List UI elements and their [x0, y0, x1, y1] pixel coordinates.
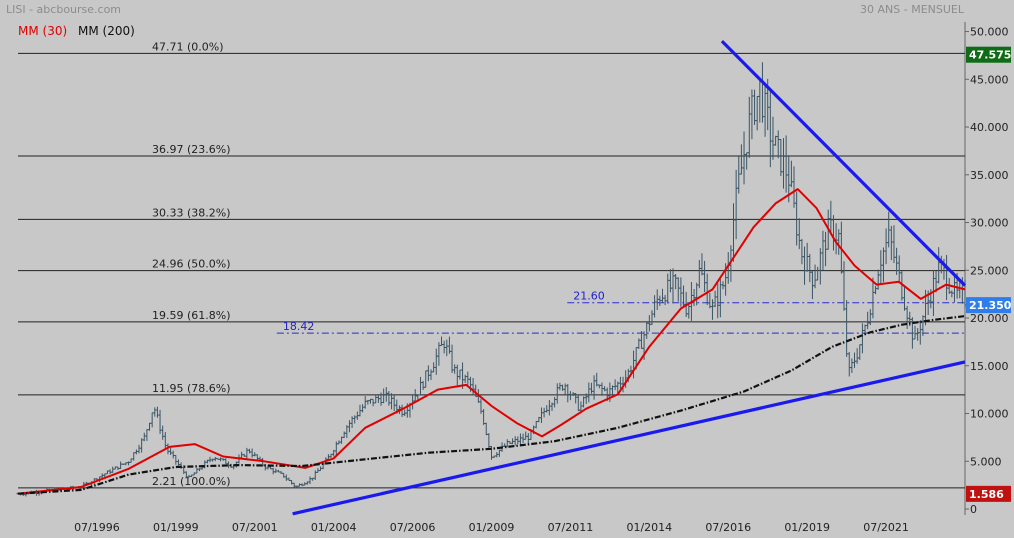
x-tick-label-5: 01/2009: [469, 521, 515, 534]
level-label-1: 18.42: [283, 320, 315, 333]
fib-label-4: 19.59 (61.8%): [152, 309, 231, 322]
x-tick-label-1: 01/1999: [153, 521, 199, 534]
y-tick-label-5: 25.000: [970, 264, 1009, 277]
y-tick-label-6: 30.000: [970, 217, 1009, 230]
y-tick-label-1: 5.000: [970, 455, 1002, 468]
price-badge-bg-2: [966, 485, 1011, 502]
mm200-line: [17, 315, 966, 495]
legend-mm200: MM (200): [78, 24, 135, 38]
y-tick-label-0: 0: [970, 503, 977, 516]
price-badge-bg-1: [966, 297, 1011, 314]
price-badge-bg-0: [966, 46, 1011, 63]
trendline-support: [292, 360, 966, 516]
x-tick-label-9: 01/2019: [784, 521, 830, 534]
x-tick-label-4: 07/2006: [390, 521, 436, 534]
price-badge-label-0: 47.575: [969, 49, 1011, 62]
x-axis-ticks: 07/1996 01/1999 07/2001 01/2004 07/2006 01/20…: [74, 521, 909, 534]
x-tick-label-7: 01/2014: [626, 521, 672, 534]
level-label-0: 21.60: [573, 290, 605, 303]
fib-label-5: 11.95 (78.6%): [152, 382, 231, 395]
trendline-resistance: [720, 39, 967, 287]
price-badge-label-2: 1.586: [969, 488, 1004, 501]
y-tick-label-2: 10.000: [970, 408, 1009, 421]
fib-label-6: 2.21 (100.0%): [152, 475, 231, 488]
price-badges: 47.575 21.350 1.586: [966, 46, 1012, 502]
x-tick-label-6: 07/2011: [548, 521, 594, 534]
chart-source: LISI - abcbourse.com: [6, 3, 121, 16]
y-axis-ticks: 0 5.000 10.000 15.000 20.000 25.000 30.000 35.0…: [965, 26, 1009, 516]
x-tick-label-8: 07/2016: [705, 521, 751, 534]
fib-label-1: 36.97 (23.6%): [152, 143, 231, 156]
trendlines: [292, 39, 967, 516]
legend-mm30: MM (30): [18, 24, 67, 38]
moving-averages: [17, 188, 966, 495]
fib-label-3: 24.96 (50.0%): [152, 258, 231, 271]
horizontal-levels: 21.60 18.42: [276, 290, 965, 334]
y-tick-label-10: 50.000: [970, 26, 1009, 39]
y-tick-label-8: 40.000: [970, 121, 1009, 134]
fib-label-0: 47.71 (0.0%): [152, 40, 224, 53]
y-tick-label-3: 15.000: [970, 360, 1009, 373]
y-tick-label-4: 20.000: [970, 312, 1009, 325]
chart-period: 30 ANS - MENSUEL: [860, 3, 965, 16]
y-tick-label-9: 45.000: [970, 73, 1009, 86]
price-badge-label-1: 21.350: [969, 299, 1012, 312]
x-tick-label-10: 07/2021: [863, 521, 909, 534]
fib-label-2: 30.33 (38.2%): [152, 206, 231, 219]
x-tick-label-2: 07/2001: [232, 521, 278, 534]
mm30-line: [17, 188, 966, 495]
y-tick-label-7: 35.000: [970, 169, 1009, 182]
x-tick-label-0: 07/1996: [74, 521, 120, 534]
x-tick-label-3: 01/2004: [311, 521, 357, 534]
